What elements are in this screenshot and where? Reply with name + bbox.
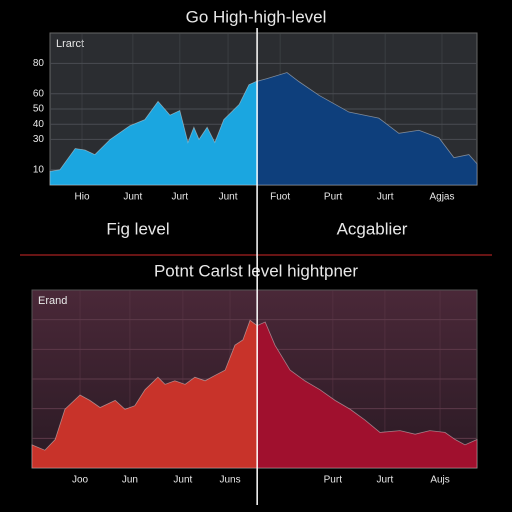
y-tick-label: 10 [33, 164, 45, 175]
x-tick-label: Juns [219, 475, 240, 486]
x-tick-label: Jurt [377, 192, 394, 203]
x-tick-label: Junt [123, 192, 142, 203]
x-tick-label: Jurt [377, 475, 394, 486]
x-tick-label: Junt [219, 192, 238, 203]
area [49, 72, 478, 186]
chart-title: Potnt Carlst level hightpner [154, 261, 358, 280]
area [31, 319, 478, 469]
x-tick-label: Fuot [270, 192, 290, 203]
chart-title: Go High-high-level [186, 7, 327, 26]
x-tick-label: Purt [324, 192, 343, 203]
x-tick-label: Hio [75, 192, 90, 203]
x-tick-label: Joo [72, 475, 89, 486]
caption: Acgablier [337, 219, 408, 238]
caption: Fig level [106, 219, 169, 238]
y-tick-label: 40 [33, 119, 45, 130]
y-tick-label: 60 [33, 88, 45, 99]
x-tick-label: Jun [122, 475, 138, 486]
x-tick-label: Agjas [429, 192, 454, 203]
y-tick-label: 50 [33, 104, 45, 115]
legend-label: Erand [38, 295, 67, 307]
x-tick-label: Aujs [430, 475, 449, 486]
y-tick-label: 80 [33, 58, 45, 69]
y-tick-label: 30 [33, 134, 45, 145]
x-tick-label: Junt [173, 475, 192, 486]
legend-label: Lrarct [56, 38, 84, 50]
x-tick-label: Jurt [171, 192, 188, 203]
x-tick-label: Purt [324, 475, 343, 486]
